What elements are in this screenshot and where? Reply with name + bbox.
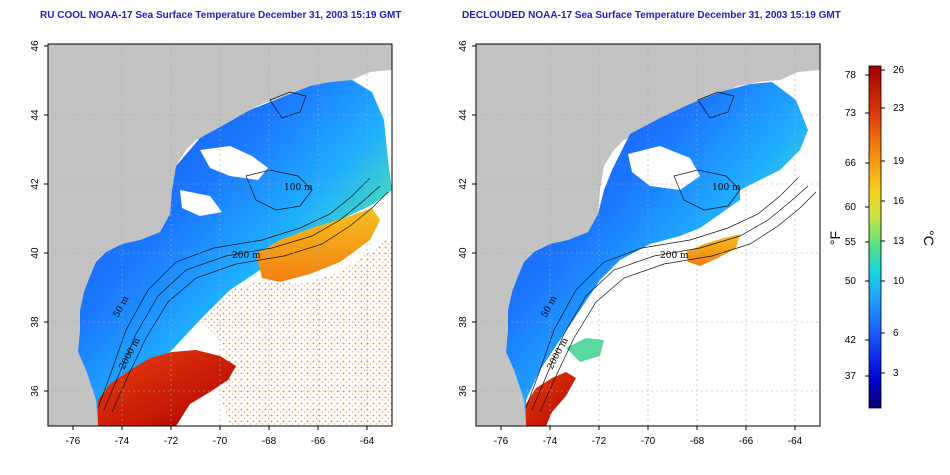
shelf-green-region xyxy=(566,338,604,362)
cloud-speckle xyxy=(200,236,392,426)
grid-lines xyxy=(476,44,820,426)
map-title-raw: RU COOL NOAA-17 Sea Surface Temperature … xyxy=(40,10,402,21)
contour-label: 200 m xyxy=(660,251,689,261)
celsius-ticks xyxy=(881,69,885,374)
celsius-tick-label: 16 xyxy=(893,196,905,207)
bathymetry-contours xyxy=(97,91,389,413)
x-tick-label: -68 xyxy=(690,436,705,447)
map-title-declouded: DECLOUDED NOAA-17 Sea Surface Temperatur… xyxy=(462,10,841,21)
contour-label: 100 m xyxy=(712,183,741,193)
contour-label: 100 m xyxy=(284,183,313,193)
temperature-colorbar: 78 73 66 60 55 50 42 37 26 23 19 16 13 1… xyxy=(827,65,937,409)
y-tick-label: 44 xyxy=(458,109,469,121)
fahrenheit-tick-label: 66 xyxy=(845,158,857,169)
x-tick-label: -64 xyxy=(360,436,375,447)
y-tick-label: 44 xyxy=(30,109,41,121)
colorbar-gradient xyxy=(868,65,882,409)
y-tick-label: 38 xyxy=(30,316,41,328)
x-tick-label: -68 xyxy=(262,436,277,447)
x-tick-label: -66 xyxy=(739,436,754,447)
gulf-stream xyxy=(98,350,236,426)
gulf-stream xyxy=(526,372,576,426)
grid-lines xyxy=(48,44,392,426)
y-tick-label: 40 xyxy=(458,247,469,259)
cloud-patch xyxy=(200,146,268,180)
x-tick-label: -72 xyxy=(592,436,607,447)
y-tick-label: 46 xyxy=(458,40,469,52)
celsius-tick-label: 10 xyxy=(893,276,905,287)
fahrenheit-ticks xyxy=(865,74,869,377)
x-axis-ticks xyxy=(72,426,368,430)
fahrenheit-tick-label: 37 xyxy=(845,371,857,382)
fahrenheit-tick-label: 55 xyxy=(845,237,857,248)
fahrenheit-tick-label: 73 xyxy=(845,108,857,119)
x-tick-label: -76 xyxy=(494,436,509,447)
celsius-tick-label: 6 xyxy=(893,328,899,339)
x-tick-label: -72 xyxy=(164,436,179,447)
cloud-patch xyxy=(740,170,808,266)
y-axis-ticks xyxy=(472,45,476,392)
y-tick-label: 38 xyxy=(458,316,469,328)
fahrenheit-tick-label: 60 xyxy=(845,202,857,213)
x-tick-label: -76 xyxy=(66,436,81,447)
land-mass xyxy=(476,44,820,426)
y-tick-label: 36 xyxy=(458,385,469,397)
y-tick-label: 46 xyxy=(30,40,41,52)
celsius-tick-label: 13 xyxy=(893,236,905,247)
x-axis-ticks xyxy=(500,426,796,430)
fahrenheit-tick-label: 42 xyxy=(845,335,857,346)
cloud-patch xyxy=(628,146,700,190)
x-tick-label: -64 xyxy=(788,436,803,447)
fahrenheit-tick-label: 78 xyxy=(845,70,857,81)
x-tick-label: -70 xyxy=(641,436,656,447)
contour-label: 200 m xyxy=(232,251,261,261)
sst-field xyxy=(506,82,808,426)
cloud-patch xyxy=(600,262,700,330)
y-tick-label: 36 xyxy=(30,385,41,397)
x-tick-label: -70 xyxy=(213,436,228,447)
x-tick-label: -74 xyxy=(115,436,130,447)
celsius-unit-label: °C xyxy=(921,230,937,246)
y-tick-label: 42 xyxy=(458,178,469,190)
fahrenheit-tick-label: 50 xyxy=(845,276,857,287)
fahrenheit-unit-label: °F xyxy=(827,231,843,245)
celsius-tick-label: 23 xyxy=(893,103,905,114)
y-tick-label: 40 xyxy=(30,247,41,259)
map-panel-declouded: 50 m 100 m 200 m 2000 m -76 -74 -72 -70 … xyxy=(458,40,821,447)
x-tick-label: -74 xyxy=(543,436,558,447)
y-tick-label: 42 xyxy=(30,178,41,190)
y-axis-ticks xyxy=(44,45,48,392)
cloud-patch xyxy=(180,190,222,216)
celsius-tick-label: 26 xyxy=(893,65,905,76)
celsius-tick-label: 19 xyxy=(893,156,905,167)
land-mass xyxy=(48,44,392,426)
map-panel-raw: 50 m 100 m 200 m 2000 m -76 -74 -72 -70 … xyxy=(30,40,393,447)
celsius-tick-label: 3 xyxy=(893,368,899,379)
x-tick-label: -66 xyxy=(311,436,326,447)
